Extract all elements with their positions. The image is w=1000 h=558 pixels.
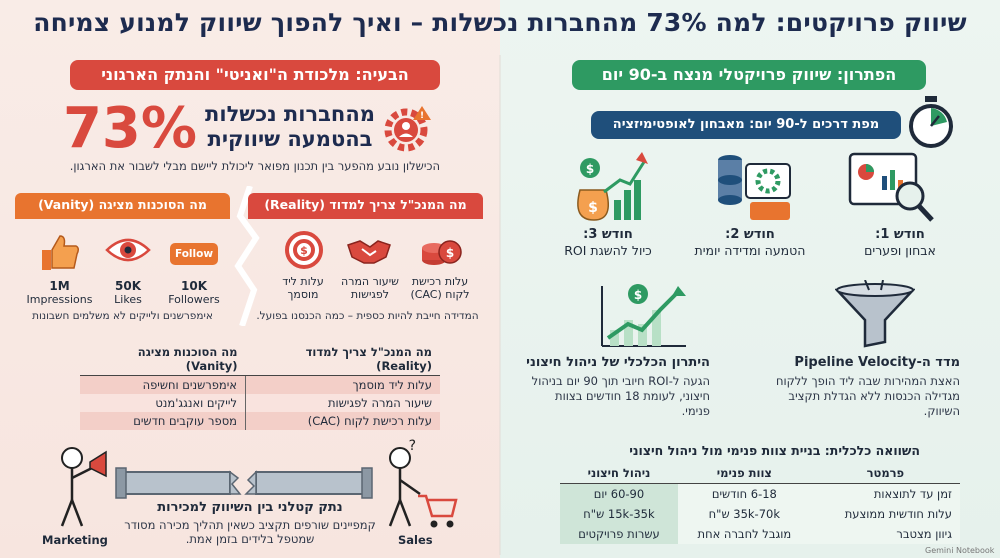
comparison-table: פרמטר צוות פנימי ניהול חיצוני זמן עד לתו… xyxy=(560,463,960,544)
table-cell: עלות ליד מוסמך xyxy=(244,375,440,394)
solution-header: הפתרון: שיווק פרויקטלי מנצח ב-90 יום xyxy=(572,60,926,90)
svg-text:?: ? xyxy=(409,438,416,454)
svg-text:$: $ xyxy=(300,244,308,257)
stat-value: 73% xyxy=(62,96,198,161)
problem-header: הבעיה: מלכודת ה"ואניטי" והנתק הארגוני xyxy=(70,60,440,90)
handshake-icon xyxy=(347,240,391,264)
roadmap-title: מפת דרכים ל-90 יום: מאבחון לאופטימיזציה xyxy=(591,111,901,139)
table-cell: 15k-35k ש"ח xyxy=(560,504,678,524)
svg-text:$: $ xyxy=(586,162,594,176)
table-row: גיוון מצטבר מוגבל לחברה אחת עשרות פרויקט… xyxy=(560,524,960,544)
economic-text: הגעה ל-ROI חיובי תוך 90 יום בניהול חיצונ… xyxy=(531,374,710,418)
stat-text: מהחברות נכשלות בהטמעה שיווקית xyxy=(205,102,375,151)
panel-divider xyxy=(499,55,501,555)
table-cell: אימפרשנים וחשיפה xyxy=(80,375,246,394)
table-cell: עלות חודשית ממוצעת xyxy=(810,504,960,524)
velocity-title: מדד ה-Pipeline Velocity xyxy=(794,355,960,370)
gap-text: קמפיינים שורפים תקציב כשאין תהליך מכירה … xyxy=(124,518,376,546)
metric-conversion: שיעור המרה לפגישות xyxy=(341,275,399,301)
table-header: מה המנכ"ל צריך למדוד (Reality) xyxy=(245,343,440,376)
economic-title: היתרון הכלכלי של ניהול חיצוני xyxy=(526,355,710,370)
coins-icon: $ xyxy=(422,240,462,265)
step-month-3: חודש 3: כיול להשגת ROI xyxy=(564,227,652,258)
thumbs-up-icon xyxy=(42,235,80,270)
table-cell: לייקים ואנגג'מנט xyxy=(80,394,246,412)
tab-reality: מה המנכ"ל צריך למדוד (Reality) xyxy=(248,193,483,217)
metric-followers: 10K Followers xyxy=(168,279,220,307)
follow-badge: Follow xyxy=(170,243,218,265)
table-header: ניהול חיצוני xyxy=(560,463,678,484)
stopwatch-icon xyxy=(909,96,953,148)
reality-note: המדידה חייבת להיות כספית – כמה הכנסנו בפ… xyxy=(256,310,479,322)
dashboard-magnifier-icon xyxy=(848,152,934,222)
eye-icon xyxy=(105,238,151,262)
table-cell: עשרות פרויקטים xyxy=(560,524,678,544)
svg-text:$: $ xyxy=(446,246,454,260)
credit-label: Gemini Notebook xyxy=(925,546,995,555)
label-sales: Sales xyxy=(398,533,433,547)
svg-text:$: $ xyxy=(588,200,598,216)
table-header: מה הסוכנות מציגה (Vanity) xyxy=(80,343,246,376)
money-bag-rocket-icon: $ $ xyxy=(577,152,648,221)
svg-text:$: $ xyxy=(634,288,642,302)
metric-likes: 50K Likes xyxy=(114,279,142,307)
table-cell: גיוון מצטבר xyxy=(810,524,960,544)
funnel-icon xyxy=(835,280,915,348)
gear-warning-icon: ! xyxy=(384,106,431,152)
table-cell: מוגבל לחברה אחת xyxy=(677,524,811,544)
svg-text:!: ! xyxy=(420,111,424,121)
target-icon: $ xyxy=(285,231,323,269)
metric-lead-cost: עלות ליד מוסמך xyxy=(282,275,324,301)
table-header: פרמטר xyxy=(810,463,960,484)
metric-impressions: 1M Impressions xyxy=(26,279,93,307)
table-row: עלות חודשית ממוצעת 35k-70k ש"ח 15k-35k ש… xyxy=(560,504,960,524)
stat-subtext: הכישלון נובע מהפער בין תכנון מפואר ליכול… xyxy=(69,159,440,173)
table-cell: 35k-70k ש"ח xyxy=(677,504,811,524)
growth-chart-icon: $ xyxy=(601,284,686,347)
table-cell: שיעור המרה לפגישות xyxy=(244,394,440,412)
step-month-2: חודש 2: הטמעה ומדידה יומית xyxy=(694,227,806,258)
broken-pipe-illustration: ? xyxy=(60,438,458,528)
velocity-text: האצת המהירות שבה ליד הופך ללקוח מגדילה ה… xyxy=(775,374,960,418)
table-cell: מספר עוקבים חדשים xyxy=(80,412,246,430)
page-title: שיווק פרויקטים: למה 73% מהחברות נכשלות –… xyxy=(33,8,967,37)
gap-title: נתק קטלני בין השיווק למכירות xyxy=(157,500,343,515)
table-row: עלות רכישת לקוח (CAC) מספר עוקבים חדשים xyxy=(80,412,440,430)
tab-vanity: מה הסוכנות מציגה (Vanity) xyxy=(15,193,230,217)
metric-cac: עלות רכישת לקוח (CAC) xyxy=(410,275,470,301)
table-row: עלות ליד מוסמך אימפרשנים וחשיפה xyxy=(80,375,440,394)
comparison-title: השוואה כלכלית: בניית צוות פנימי מול ניהו… xyxy=(629,443,920,458)
vanity-note: אימפרשנים ולייקים לא משלמים חשבונות xyxy=(32,310,213,322)
table-cell: 6-18 חודשים xyxy=(677,483,811,504)
table-row: זמן עד לתוצאות 6-18 חודשים 60-90 יום xyxy=(560,483,960,504)
gears-database-icon xyxy=(718,155,791,220)
table-cell: עלות רכישת לקוח (CAC) xyxy=(244,412,440,430)
table-cell: 60-90 יום xyxy=(560,483,678,504)
table-header: צוות פנימי xyxy=(677,463,811,484)
reality-vanity-table: מה המנכ"ל צריך למדוד (Reality) מה הסוכנו… xyxy=(80,343,440,430)
label-marketing: Marketing xyxy=(42,533,108,547)
step-month-1: חודש 1: אבחון ופערים xyxy=(864,227,936,258)
table-row: שיעור המרה לפגישות לייקים ואנגג'מנט xyxy=(80,394,440,412)
jagged-divider xyxy=(234,186,260,326)
table-cell: זמן עד לתוצאות xyxy=(810,483,960,504)
